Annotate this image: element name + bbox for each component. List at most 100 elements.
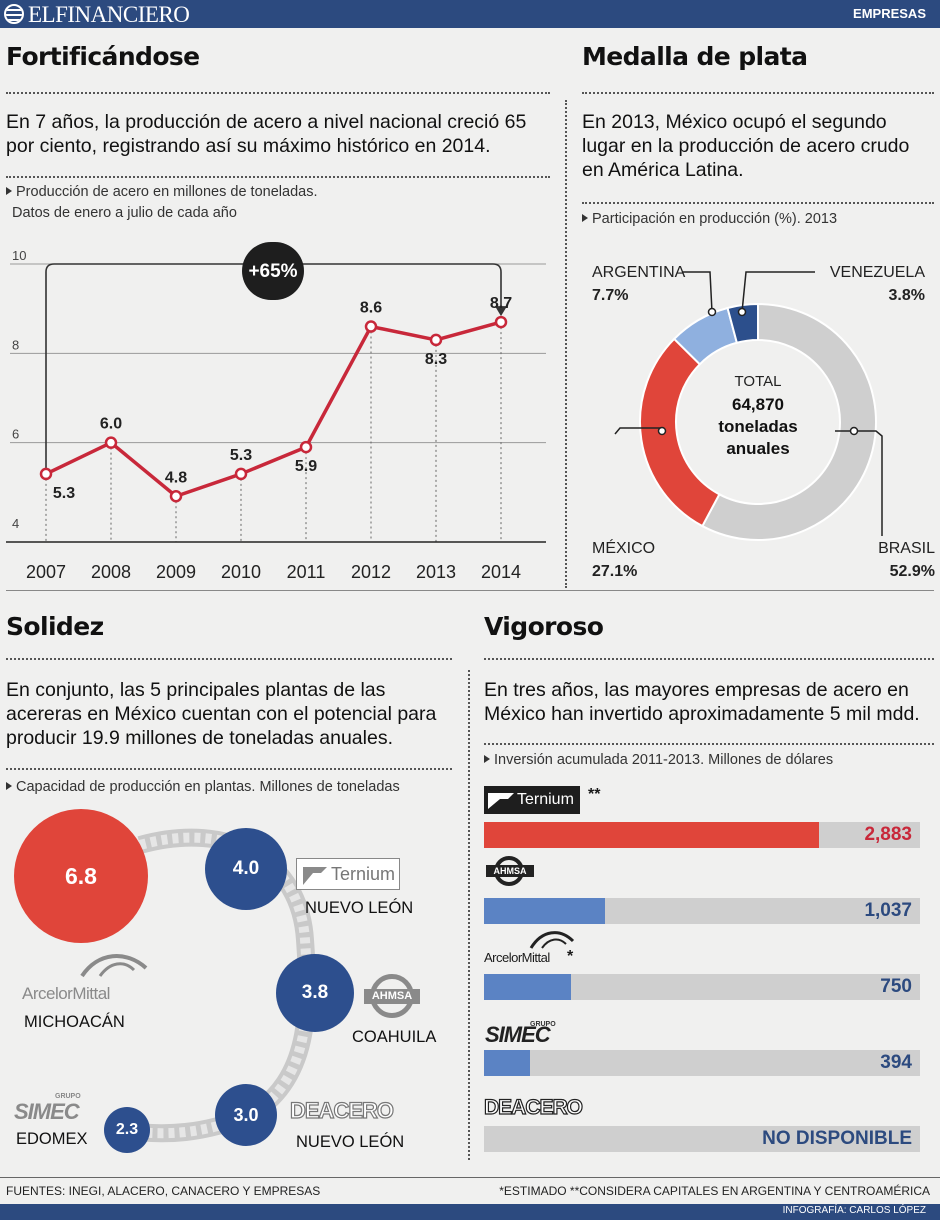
plant-place-coahuila: COAHUILA — [352, 1028, 437, 1046]
solidez-lead: En conjunto, las 5 principales plantas d… — [6, 679, 437, 749]
medalla-lead: En 2013, México ocupó el segundo lugar e… — [582, 111, 910, 181]
plants-note-text: Capacidad de producción en plantas. Mill… — [16, 779, 400, 795]
data-point — [234, 467, 248, 481]
bullet-triangle-icon — [582, 214, 588, 222]
data-label: 5.3 — [53, 485, 75, 502]
simec-bar-grupo-text: GRUPO — [530, 1021, 556, 1028]
investment-bar-fill — [484, 898, 605, 924]
x-tick-label: 2011 — [287, 562, 326, 582]
investment-bar-track: 2,883 — [484, 822, 920, 848]
ahmsa-bar-wordmark: AHMSA — [486, 865, 534, 877]
investment-note: Inversión acumulada 2011-2013. Millones … — [484, 750, 833, 770]
fortificandose-lead: En 7 años, la producción de acero a nive… — [6, 111, 527, 157]
donut-slices — [639, 302, 877, 541]
donut-percent-label: 52.9% — [890, 563, 935, 580]
vigoroso-title: Vigoroso — [484, 612, 604, 641]
donut-percent-label: 27.1% — [592, 563, 637, 580]
donut-total-value: 64,870 — [732, 395, 784, 414]
bullet-triangle-icon — [6, 187, 12, 195]
footer-sources: FUENTES: INEGI, ALACERO, CANACERO Y EMPR… — [6, 1184, 321, 1198]
production-series-line — [45, 320, 502, 499]
x-tick-label: 2012 — [351, 562, 391, 582]
investment-bar-fill — [484, 974, 572, 1000]
plant-place-nuevo-leon-deacero: NUEVO LEÓN — [296, 1133, 405, 1151]
ahmsa-logo: AHMSA — [362, 974, 422, 1020]
section-name: EMPRESAS — [853, 6, 926, 21]
data-label: 4.8 — [165, 469, 187, 486]
plant-circle-ternium: 4.0 — [205, 828, 287, 910]
x-tick-label: 2009 — [156, 562, 196, 582]
bullet-triangle-icon — [6, 782, 12, 790]
investment-value-label: 394 — [880, 1052, 912, 1073]
data-label: 6.0 — [100, 416, 122, 433]
production-line-chart: 4 6 8 10 +65% 5.3 6.0 4.8 5.3 5.9 8.6 8.3 8.7 2007… — [6, 242, 546, 582]
donut-slice-brasil — [701, 302, 877, 541]
bullet-triangle-icon — [484, 755, 490, 763]
investment-value-label: 2,883 — [860, 824, 916, 846]
argentina-leader — [682, 271, 713, 313]
donut-total-unit-2: anuales — [726, 439, 789, 458]
section-rule — [6, 590, 934, 591]
column-divider — [565, 100, 567, 588]
footer-notes: *ESTIMADO **CONSIDERA CAPITALES EN ARGEN… — [499, 1184, 930, 1198]
line-chart-note: Producción de acero en millones de tonel… — [6, 182, 317, 202]
investment-bar-track: 394 — [484, 1050, 920, 1076]
ternium-logo-icon — [488, 793, 514, 809]
column-divider — [468, 670, 470, 1160]
plant-circle-simec: 2.3 — [104, 1107, 150, 1153]
line-chart-y-ticks: 4 6 8 10 — [12, 248, 26, 531]
line-chart-points — [39, 315, 508, 503]
investment-bar-track: 750 — [484, 974, 920, 1000]
data-point — [429, 333, 443, 347]
x-tick-label: 2010 — [221, 562, 261, 582]
divider — [484, 743, 934, 745]
data-point — [494, 315, 508, 329]
data-label: 5.3 — [230, 447, 252, 464]
ternium-bar-wordmark: Ternium — [517, 791, 574, 808]
data-point — [364, 320, 378, 333]
line-chart-note-text: Producción de acero en millones de tonel… — [16, 184, 318, 200]
donut-total-unit-1: toneladas — [718, 417, 797, 436]
data-point — [39, 467, 53, 481]
data-label: 8.6 — [360, 300, 382, 317]
divider — [484, 658, 934, 660]
line-chart-x-labels: 2007 2008 2009 2010 2011 2012 2013 2014 — [26, 562, 521, 582]
simec-bar-logo: SIMEC — [485, 1022, 551, 1047]
donut-percent-label: 3.8% — [889, 287, 925, 304]
footer-rule — [0, 1177, 940, 1178]
simec-grupo-text: GRUPO — [55, 1093, 81, 1100]
divider — [6, 176, 550, 178]
argentina-leader-dot — [707, 307, 717, 317]
x-tick-label: 2007 — [26, 562, 66, 582]
plant-circle-arcelormittal: 6.8 — [14, 809, 148, 943]
arcelormittal-bar-logo-icon — [529, 931, 575, 949]
deacero-logo: DEACERO — [289, 1097, 394, 1123]
divider — [6, 768, 452, 770]
donut-category-label: MÉXICO — [592, 538, 655, 557]
data-point — [104, 436, 118, 449]
deacero-bar-logo: DEACERO — [483, 1095, 583, 1119]
growth-badge-text: +65% — [248, 261, 297, 282]
ternium-logo: Ternium — [296, 858, 400, 890]
donut-category-label: BRASIL — [878, 540, 935, 557]
line-chart-subnote: Datos de enero a julio de cada año — [12, 205, 237, 221]
divider — [582, 92, 934, 94]
data-label: 8.3 — [425, 351, 447, 368]
venezuela-leader-dot — [737, 307, 747, 317]
divider — [6, 658, 452, 660]
arcelormittal-bar-wordmark: ArcelorMittal — [484, 950, 550, 965]
donut-percent-label: 7.7% — [592, 287, 628, 304]
donut-category-label: VENEZUELA — [830, 264, 925, 281]
investment-note-text: Inversión acumulada 2011-2013. Millones … — [494, 752, 834, 768]
plant-circle-ahmsa: 3.8 — [276, 954, 354, 1032]
line-chart-value-labels: 5.3 6.0 4.8 5.3 5.9 8.6 8.3 8.7 — [53, 295, 512, 502]
brand-globe-icon — [4, 4, 24, 24]
data-label: 5.9 — [295, 458, 317, 475]
growth-badge: +65% — [242, 242, 304, 300]
ternium-wordmark: Ternium — [331, 864, 396, 884]
divider — [6, 92, 550, 94]
data-label: 8.7 — [490, 295, 512, 312]
venezuela-leader — [741, 271, 815, 313]
infographic-credit: INFOGRAFÍA: CARLOS LÓPEZ — [782, 1205, 926, 1216]
footer-bar: INFOGRAFÍA: CARLOS LÓPEZ — [0, 1204, 940, 1220]
